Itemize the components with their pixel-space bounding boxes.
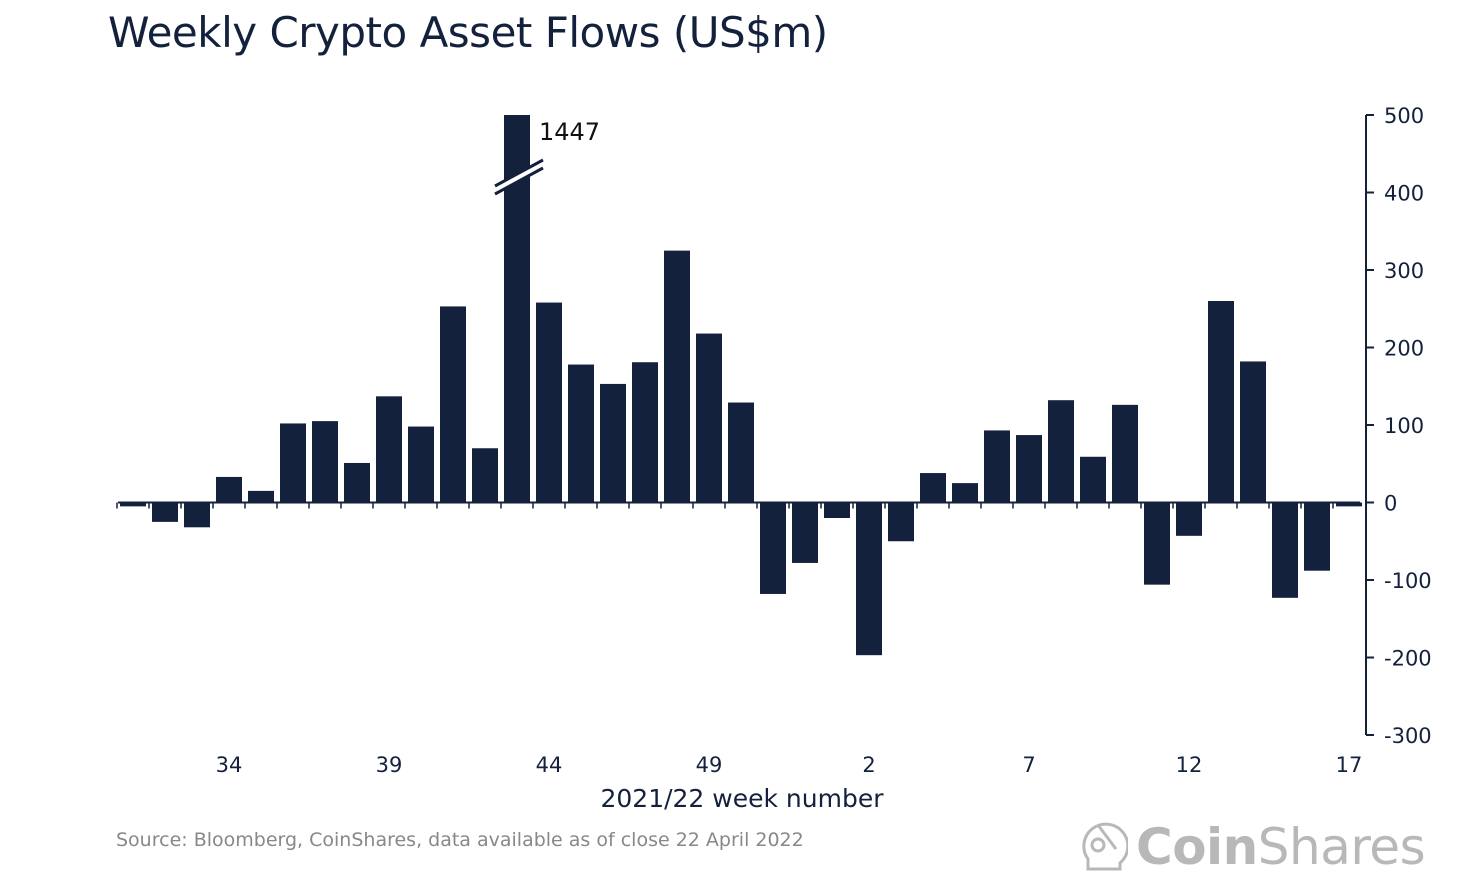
bar-week-46: [600, 383, 626, 503]
bar-week-1: [824, 502, 850, 518]
bar-week-49: [696, 333, 722, 503]
x-tick-label: 2: [862, 753, 875, 777]
y-tick-label: -200: [1384, 647, 1432, 671]
bar-week-6: [984, 430, 1010, 503]
bar-week-38: [344, 462, 370, 503]
astronaut-helmet-icon: [1082, 822, 1128, 871]
x-axis-label-text: 2021/22 week number: [600, 784, 884, 813]
bar-week-33: [184, 502, 210, 528]
bar-week-48: [664, 250, 690, 503]
bar-week-7: [1016, 435, 1042, 503]
axis-break-gap: [495, 160, 543, 194]
y-tick-label: 200: [1384, 337, 1424, 361]
source-note: Source: Bloomberg, CoinShares, data avai…: [116, 829, 804, 851]
bar-week-42: [472, 448, 498, 503]
axis-break-line: [494, 166, 544, 196]
y-tick-label: 100: [1384, 414, 1424, 438]
y-tick-label: 400: [1384, 182, 1424, 206]
y-tick-label: -100: [1384, 569, 1432, 593]
coinshares-logo: CoinShares: [1080, 818, 1426, 876]
logo-text-bold: Coin: [1136, 818, 1258, 876]
x-tick-label: 49: [696, 753, 723, 777]
bar-week-14: [1240, 361, 1266, 503]
bar-week-15: [1272, 502, 1298, 598]
bar-week-10: [1112, 404, 1138, 503]
bar-week-34: [216, 476, 242, 503]
bar-week-45: [568, 364, 594, 503]
x-tick-label: 7: [1022, 753, 1035, 777]
bar-week-51: [760, 502, 786, 594]
bar-week-44: [536, 302, 562, 503]
x-axis-label: 2021/22 week number: [0, 784, 1480, 813]
bar-week-9: [1080, 456, 1106, 503]
bar-week-8: [1048, 400, 1074, 503]
logo-text-light: Shares: [1257, 818, 1426, 876]
chart-title: Weekly Crypto Asset Flows (US$m): [108, 8, 828, 57]
bar-week-52: [792, 502, 818, 563]
bar-week-40: [408, 426, 434, 503]
bar-week-36: [280, 423, 306, 503]
bar-week-37: [312, 421, 338, 503]
x-tick-label: 34: [216, 753, 243, 777]
bar-week-17: [1336, 502, 1362, 507]
axis-break-line: [494, 158, 544, 188]
x-tick-label: 12: [1176, 753, 1203, 777]
bar-week-13: [1208, 301, 1234, 503]
bar-week-4: [920, 473, 946, 503]
x-tick-label: 17: [1336, 753, 1363, 777]
bar-week-3: [888, 502, 914, 542]
bar-week-5: [952, 483, 978, 503]
bar-week-2: [856, 502, 882, 656]
bar-week-47: [632, 362, 658, 503]
y-tick-label: 500: [1384, 104, 1424, 128]
y-tick-label: 0: [1384, 492, 1397, 516]
x-tick-label: 39: [376, 753, 403, 777]
bar-week-39: [376, 396, 402, 503]
bar-week-32: [152, 502, 178, 522]
bar-week-12: [1176, 502, 1202, 536]
bar-value-annotation: 1447: [539, 118, 600, 146]
bar-week-16: [1304, 502, 1330, 571]
y-tick-label: 300: [1384, 259, 1424, 283]
y-tick-label: -300: [1384, 724, 1432, 748]
bar-week-41: [440, 306, 466, 503]
bar-week-31: [120, 502, 146, 507]
x-tick-label: 44: [536, 753, 563, 777]
bar-week-11: [1144, 502, 1170, 585]
bar-week-50: [728, 402, 754, 503]
bar-week-35: [248, 490, 274, 503]
